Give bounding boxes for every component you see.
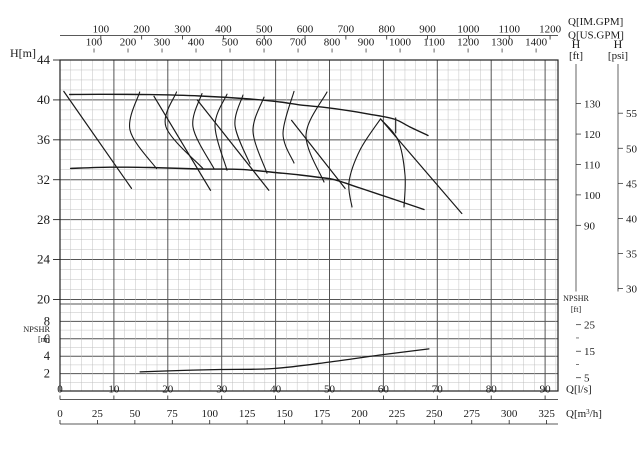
svg-text:1200: 1200	[539, 24, 562, 36]
svg-text:Q[m3/h]: Q[m3/h]	[566, 408, 602, 420]
svg-text:125: 125	[239, 408, 256, 420]
svg-text:90: 90	[584, 220, 596, 232]
svg-text:15: 15	[584, 346, 596, 358]
svg-text:325: 325	[538, 408, 555, 420]
svg-text:H: H	[614, 37, 623, 51]
svg-text:2: 2	[44, 367, 50, 381]
svg-text:110: 110	[584, 159, 601, 171]
svg-text:70: 70	[432, 384, 444, 396]
svg-text:600: 600	[297, 24, 314, 36]
svg-text:1200: 1200	[457, 37, 480, 49]
svg-text:100: 100	[86, 37, 103, 49]
svg-text:30: 30	[216, 384, 228, 396]
svg-text:1400: 1400	[525, 37, 548, 49]
svg-text:150: 150	[276, 408, 293, 420]
svg-text:5: 5	[584, 373, 590, 385]
svg-text:25: 25	[92, 408, 104, 420]
svg-text:900: 900	[358, 37, 375, 49]
svg-text:200: 200	[133, 24, 150, 36]
svg-text:100: 100	[584, 190, 601, 202]
svg-text:10: 10	[108, 384, 120, 396]
svg-text:500: 500	[256, 24, 273, 36]
svg-text:44: 44	[37, 52, 51, 67]
svg-text:700: 700	[338, 24, 355, 36]
svg-text:500: 500	[222, 37, 239, 49]
svg-text:400: 400	[215, 24, 232, 36]
svg-text:Q[IM.GPM]: Q[IM.GPM]	[568, 16, 623, 28]
svg-text:100: 100	[93, 24, 110, 36]
svg-text:20: 20	[162, 384, 174, 396]
svg-text:1100: 1100	[423, 37, 445, 49]
svg-text:H[m]: H[m]	[10, 46, 36, 60]
svg-text:75: 75	[167, 408, 179, 420]
svg-text:40: 40	[37, 92, 50, 107]
svg-text:50: 50	[324, 384, 336, 396]
svg-text:40: 40	[270, 384, 282, 396]
svg-text:50: 50	[626, 143, 638, 155]
svg-text:[ft]: [ft]	[571, 305, 582, 314]
svg-text:250: 250	[426, 408, 443, 420]
svg-text:400: 400	[188, 37, 205, 49]
svg-text:8: 8	[44, 314, 50, 328]
svg-text:35: 35	[626, 248, 638, 260]
svg-text:36: 36	[37, 132, 51, 147]
svg-text:80: 80	[486, 384, 498, 396]
svg-text:120: 120	[584, 129, 601, 141]
svg-text:Q[l/s]: Q[l/s]	[566, 384, 592, 396]
svg-text:300: 300	[501, 408, 518, 420]
svg-text:100: 100	[201, 408, 218, 420]
svg-text:4: 4	[44, 349, 51, 363]
svg-text:40: 40	[626, 213, 638, 225]
svg-text:90: 90	[540, 384, 552, 396]
svg-text:[ft]: [ft]	[569, 50, 583, 62]
svg-text:1000: 1000	[389, 37, 412, 49]
svg-text:1100: 1100	[498, 24, 520, 36]
svg-text:130: 130	[584, 99, 601, 111]
svg-text:32: 32	[37, 172, 50, 187]
svg-text:NPSHR: NPSHR	[563, 294, 589, 303]
svg-text:H: H	[572, 37, 581, 51]
svg-text:700: 700	[290, 37, 307, 49]
svg-text:0: 0	[57, 408, 63, 420]
svg-text:1300: 1300	[491, 37, 514, 49]
svg-text:225: 225	[389, 408, 406, 420]
svg-text:0: 0	[57, 384, 63, 396]
svg-text:50: 50	[129, 408, 141, 420]
svg-text:275: 275	[463, 408, 480, 420]
svg-text:60: 60	[378, 384, 390, 396]
svg-text:800: 800	[378, 24, 395, 36]
svg-text:20: 20	[37, 292, 50, 307]
svg-text:600: 600	[256, 37, 273, 49]
svg-text:45: 45	[626, 178, 638, 190]
svg-text:30: 30	[626, 284, 638, 296]
svg-text:6: 6	[44, 332, 50, 346]
svg-text:[psi]: [psi]	[608, 50, 628, 62]
svg-text:25: 25	[584, 320, 596, 332]
svg-text:200: 200	[120, 37, 137, 49]
svg-text:175: 175	[314, 408, 331, 420]
svg-text:300: 300	[174, 24, 191, 36]
svg-text:28: 28	[37, 212, 50, 227]
svg-text:1000: 1000	[457, 24, 480, 36]
svg-text:200: 200	[351, 408, 368, 420]
svg-text:55: 55	[626, 108, 638, 120]
svg-text:300: 300	[154, 37, 171, 49]
svg-text:900: 900	[419, 24, 436, 36]
svg-text:24: 24	[37, 252, 51, 267]
svg-text:800: 800	[324, 37, 341, 49]
